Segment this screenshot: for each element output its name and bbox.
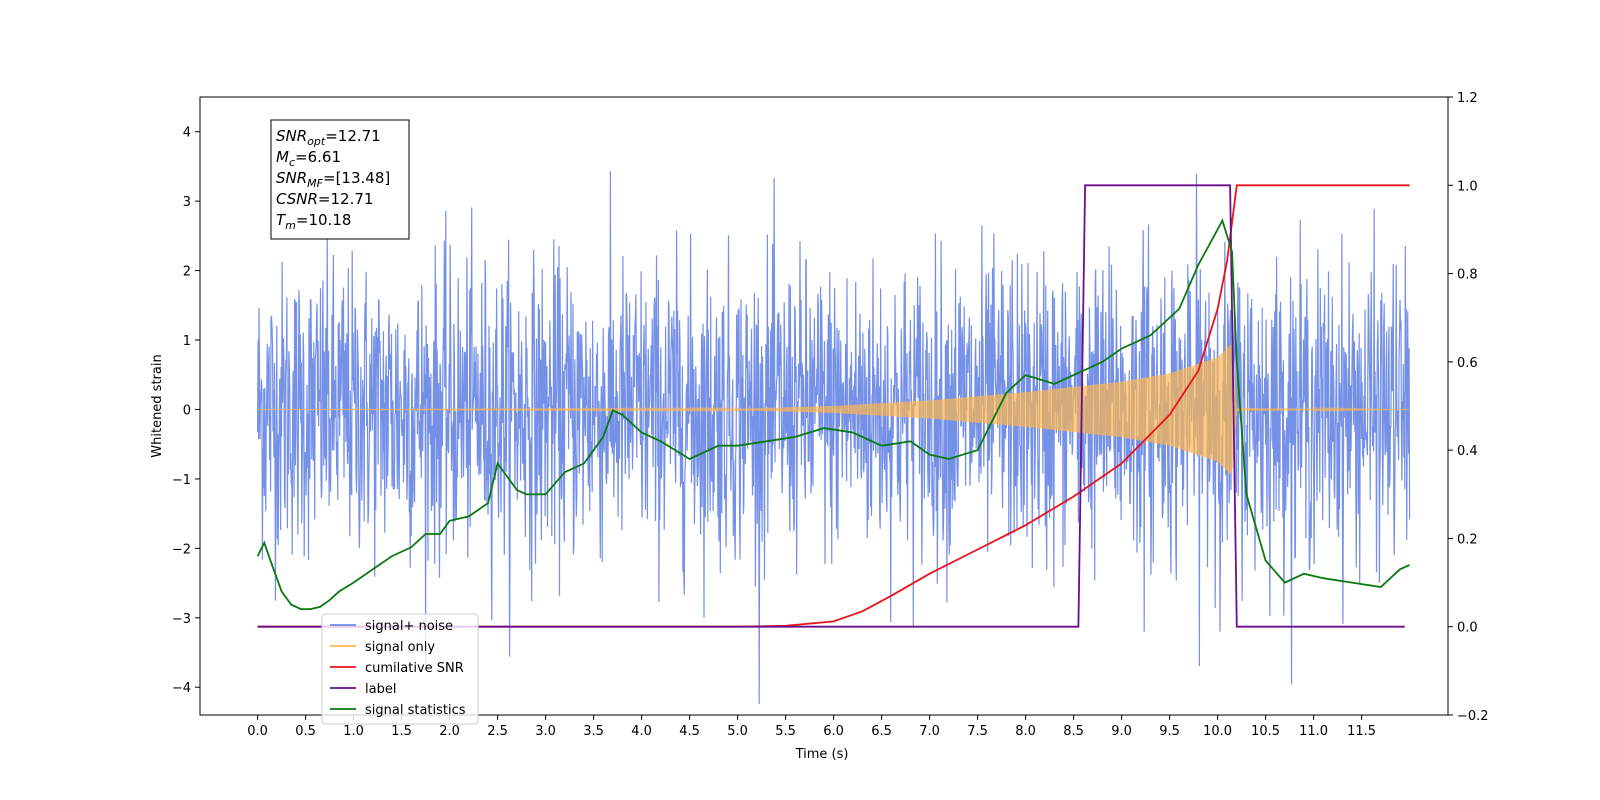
- y-axis-label: Whitened strain: [150, 354, 165, 457]
- y-tick-label: 3: [183, 195, 191, 210]
- legend-frame: [321, 613, 479, 725]
- annotation-symbol: SNR: [276, 169, 307, 187]
- annotation-value: =12.71: [318, 190, 374, 208]
- series-cumilative-snr: [257, 184, 1410, 628]
- legend-label: signal statistics: [365, 703, 466, 718]
- y2-tick-label: 1.2: [1457, 91, 1478, 106]
- x-tick-label: 6.0: [823, 724, 844, 739]
- annotation-value: =[13.48]: [323, 169, 390, 187]
- y-tick-label: 2: [183, 265, 191, 280]
- x-tick-label: 3.5: [583, 724, 604, 739]
- x-tick-label: 7.5: [967, 724, 988, 739]
- y-tick-label: −3: [172, 612, 191, 627]
- legend-label: signal only: [365, 640, 435, 655]
- annotation-symbol: T: [276, 211, 287, 229]
- x-tick-label: 3.0: [535, 724, 556, 739]
- x-tick-label: 8.0: [1015, 724, 1036, 739]
- x-tick-label: 6.5: [871, 724, 892, 739]
- x-axis: 0.0 0.5 1.0 1.5 2.0 2.5 3.0 3.5 4.0 4.5 5.0 5.5 6.0 6…: [247, 715, 1376, 739]
- y2-tick-label: 1.0: [1457, 179, 1478, 194]
- y-tick-label: −2: [172, 542, 191, 557]
- plot-area: [256, 171, 1411, 705]
- x-tick-label: 1.0: [343, 724, 364, 739]
- x-tick-label: 8.5: [1063, 724, 1084, 739]
- annotation-symbol: M: [276, 148, 289, 166]
- x-tick-label: 2.5: [487, 724, 508, 739]
- legend: signal+ noise signal only cumilative SNR la…: [321, 613, 479, 725]
- x-tick-label: 4.5: [679, 724, 700, 739]
- y2-tick-label: 0.8: [1457, 268, 1478, 283]
- x-tick-label: 2.0: [439, 724, 460, 739]
- annotation-subscript: opt: [307, 135, 326, 148]
- y2-tick-label: −0.2: [1457, 709, 1489, 724]
- axes-frame: [199, 96, 1449, 716]
- x-tick-label: 9.5: [1159, 724, 1180, 739]
- y-tick-label: 1: [183, 334, 191, 349]
- y2-tick-label: 0.4: [1457, 444, 1478, 459]
- annotation-line: Tm=10.18: [276, 211, 351, 232]
- annotation-subscript: c: [289, 156, 295, 169]
- annotation-value: =10.18: [296, 211, 352, 229]
- annotation-frame: [270, 119, 410, 240]
- annotation-box: SNRopt=12.71Mc=6.61SNRMF=[13.48]CSNR=12.…: [270, 119, 410, 240]
- annotation-line: SNRopt=12.71: [276, 127, 381, 148]
- series-signal-only: [257, 344, 1410, 476]
- x-tick-label: 7.0: [919, 724, 940, 739]
- x-tick-label: 0.0: [247, 724, 268, 739]
- x-tick-label: 10.5: [1251, 724, 1280, 739]
- y2-tick-label: 0.2: [1457, 532, 1478, 547]
- y-axis-left: 4 3 2 1 0 −1 −2 −3 −4: [172, 126, 200, 696]
- series-label: [257, 184, 1405, 628]
- y2-tick-label: 0.0: [1457, 621, 1478, 636]
- annotation-value: =12.71: [325, 127, 381, 145]
- x-tick-label: 0.5: [295, 724, 316, 739]
- series-layer: [256, 171, 1411, 705]
- annotation-line: SNRMF=[13.48]: [276, 169, 390, 190]
- y-tick-label: −1: [172, 473, 191, 488]
- annotation-symbol: CSNR: [276, 190, 318, 208]
- annotation-symbol: SNR: [276, 127, 307, 145]
- annotation-subscript: MF: [307, 177, 323, 190]
- x-tick-label: 1.5: [391, 724, 412, 739]
- annotation-line: CSNR=12.71: [276, 190, 373, 208]
- y-tick-label: 4: [183, 126, 191, 141]
- annotation-line: Mc=6.61: [276, 148, 341, 169]
- legend-label: cumilative SNR: [365, 661, 464, 676]
- y-axis-right: 1.2 1.0 0.8 0.6 0.4 0.2 0.0 −0.2: [1448, 91, 1489, 724]
- x-axis-label: Time (s): [795, 747, 849, 762]
- series-signal-statistics: [256, 218, 1410, 610]
- x-tick-label: 4.0: [631, 724, 652, 739]
- x-tick-label: 11.0: [1299, 724, 1328, 739]
- y-tick-label: −4: [172, 681, 191, 696]
- y-tick-label: 0: [183, 403, 191, 418]
- x-tick-label: 9.0: [1111, 724, 1132, 739]
- x-tick-label: 10.0: [1203, 724, 1232, 739]
- x-tick-label: 5.0: [727, 724, 748, 739]
- annotation-subscript: m: [285, 219, 296, 232]
- x-tick-label: 11.5: [1347, 724, 1376, 739]
- x-tick-label: 5.5: [775, 724, 796, 739]
- legend-label: signal+ noise: [365, 619, 453, 634]
- annotation-value: =6.61: [295, 148, 341, 166]
- y2-tick-label: 0.6: [1457, 356, 1478, 371]
- legend-label: label: [365, 682, 396, 697]
